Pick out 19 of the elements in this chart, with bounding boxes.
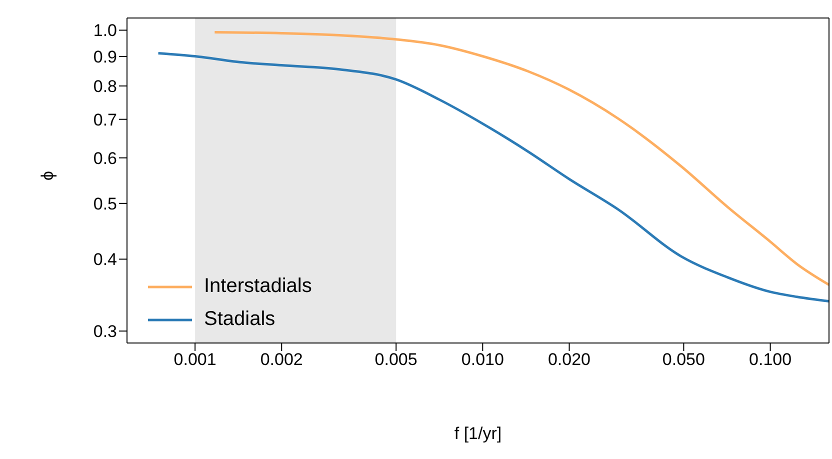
x-axis-title: f [1/yr] <box>454 424 502 443</box>
y-axis-title: ϕ <box>38 170 58 180</box>
x-tick-label: 0.002 <box>260 350 303 370</box>
y-tick-label: 0.8 <box>93 76 117 96</box>
x-tick-label: 0.100 <box>749 350 792 370</box>
y-tick-label: 0.7 <box>93 110 117 130</box>
x-tick-label: 0.001 <box>174 350 216 370</box>
y-tick-label: 1.0 <box>93 21 117 40</box>
y-tick-label: 0.4 <box>93 250 117 270</box>
x-tick-label: 0.050 <box>662 350 705 370</box>
legend-label: Interstadials <box>204 275 312 298</box>
x-tick-label: 0.010 <box>461 350 504 370</box>
y-tick-label: 0.3 <box>93 322 117 342</box>
x-tick-label: 0.020 <box>548 350 591 370</box>
y-tick-label: 0.9 <box>93 48 117 67</box>
x-tick-label: 0.005 <box>374 350 418 370</box>
y-tick-label: 0.6 <box>93 148 117 168</box>
legend-label: Stadials <box>204 308 276 331</box>
y-tick-label: 0.5 <box>93 194 117 214</box>
